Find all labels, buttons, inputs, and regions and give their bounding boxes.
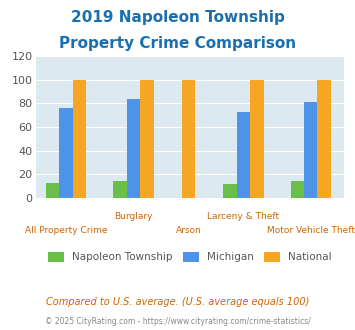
Bar (127, 99, 140, 198)
Bar (182, 80, 195, 198)
Text: Arson: Arson (175, 226, 201, 235)
Text: Burglary: Burglary (114, 212, 153, 221)
Bar (223, 184, 237, 198)
Text: All Property Crime: All Property Crime (25, 226, 107, 235)
Bar (250, 80, 264, 198)
Bar (73, 80, 86, 198)
Bar (46, 182, 59, 198)
Text: 2019 Napoleon Township: 2019 Napoleon Township (71, 10, 284, 25)
Text: © 2025 CityRating.com - https://www.cityrating.com/crime-statistics/: © 2025 CityRating.com - https://www.city… (45, 317, 310, 326)
Bar (140, 80, 153, 198)
Text: Larceny & Theft: Larceny & Theft (207, 212, 279, 221)
Text: Property Crime Comparison: Property Crime Comparison (59, 36, 296, 51)
Text: Compared to U.S. average. (U.S. average equals 100): Compared to U.S. average. (U.S. average … (46, 297, 309, 307)
Legend: Napoleon Township, Michigan, National: Napoleon Township, Michigan, National (44, 248, 336, 267)
Bar (59, 108, 73, 198)
Bar (290, 182, 304, 198)
Bar (304, 102, 317, 198)
Bar (113, 182, 127, 198)
Bar (317, 80, 331, 198)
Text: Motor Vehicle Theft: Motor Vehicle Theft (267, 226, 355, 235)
Bar (237, 112, 250, 198)
